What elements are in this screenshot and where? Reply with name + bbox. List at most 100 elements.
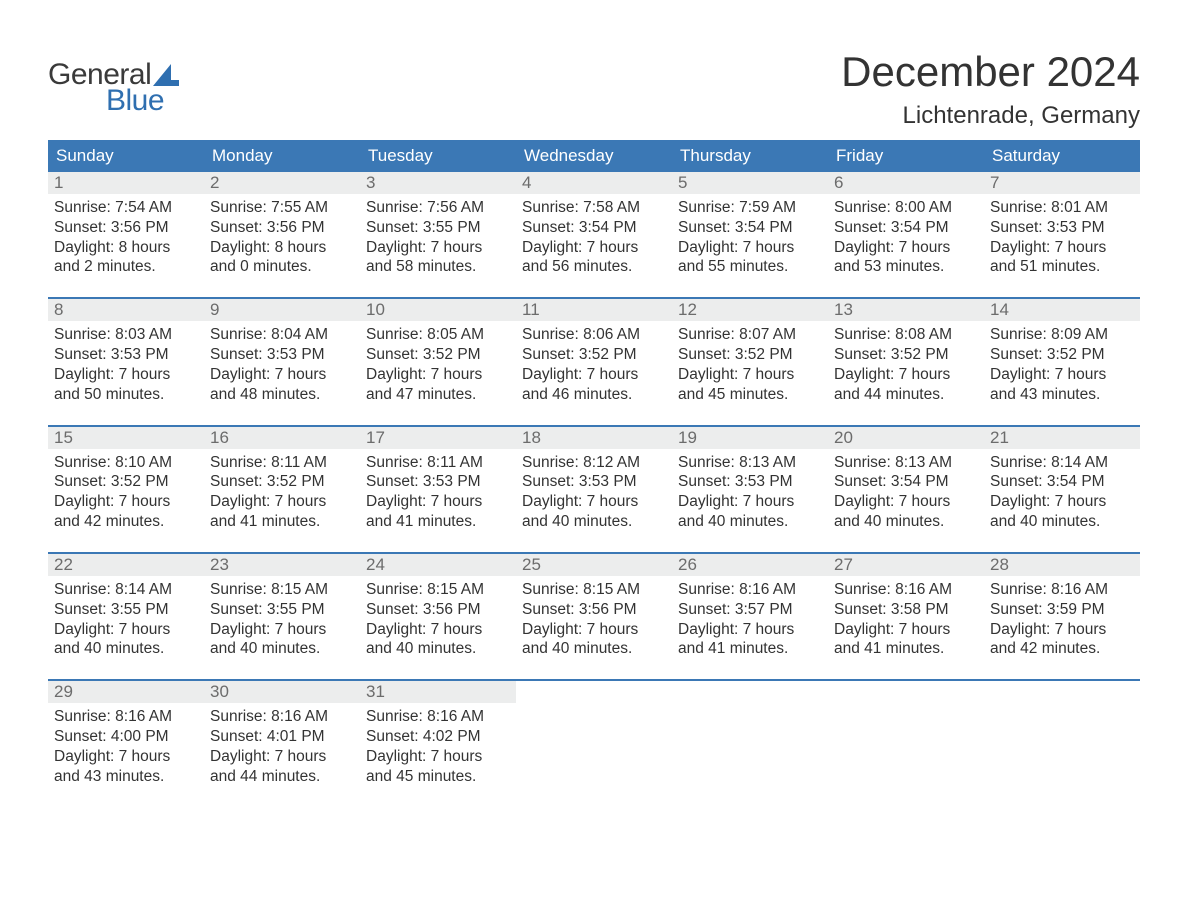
calendar-cell: 30Sunrise: 8:16 AMSunset: 4:01 PMDayligh…	[204, 681, 360, 792]
weekday-header: Friday	[828, 140, 984, 172]
sunset-text: Sunset: 3:54 PM	[678, 218, 822, 238]
daylight-line2: and 48 minutes.	[210, 385, 354, 405]
calendar-cell: 3Sunrise: 7:56 AMSunset: 3:55 PMDaylight…	[360, 172, 516, 283]
sunset-text: Sunset: 3:54 PM	[834, 472, 978, 492]
sunset-text: Sunset: 3:53 PM	[54, 345, 198, 365]
daylight-line1: Daylight: 7 hours	[210, 365, 354, 385]
calendar-cell: 18Sunrise: 8:12 AMSunset: 3:53 PMDayligh…	[516, 427, 672, 538]
sunrise-text: Sunrise: 7:58 AM	[522, 198, 666, 218]
day-number: 28	[984, 554, 1140, 576]
location-label: Lichtenrade, Germany	[841, 102, 1140, 130]
sunrise-text: Sunrise: 8:07 AM	[678, 325, 822, 345]
daylight-line1: Daylight: 7 hours	[678, 492, 822, 512]
daylight-line1: Daylight: 7 hours	[54, 620, 198, 640]
sunset-text: Sunset: 3:53 PM	[210, 345, 354, 365]
header: General Blue December 2024 Lichtenrade, …	[48, 30, 1140, 130]
sunset-text: Sunset: 3:53 PM	[678, 472, 822, 492]
day-number: 7	[984, 172, 1140, 194]
sunrise-text: Sunrise: 8:15 AM	[210, 580, 354, 600]
daylight-line1: Daylight: 7 hours	[990, 620, 1134, 640]
sunrise-text: Sunrise: 7:54 AM	[54, 198, 198, 218]
calendar-cell: 29Sunrise: 8:16 AMSunset: 4:00 PMDayligh…	[48, 681, 204, 792]
daylight-line2: and 40 minutes.	[54, 639, 198, 659]
daylight-line2: and 43 minutes.	[990, 385, 1134, 405]
daylight-line2: and 58 minutes.	[366, 257, 510, 277]
daylight-line2: and 45 minutes.	[678, 385, 822, 405]
weekday-header: Wednesday	[516, 140, 672, 172]
daylight-line2: and 44 minutes.	[210, 767, 354, 787]
calendar-cell: 24Sunrise: 8:15 AMSunset: 3:56 PMDayligh…	[360, 554, 516, 665]
logo: General Blue	[48, 58, 179, 118]
sunset-text: Sunset: 3:52 PM	[678, 345, 822, 365]
title-block: December 2024 Lichtenrade, Germany	[841, 30, 1140, 130]
calendar-cell: 15Sunrise: 8:10 AMSunset: 3:52 PMDayligh…	[48, 427, 204, 538]
cell-body: Sunrise: 8:14 AMSunset: 3:54 PMDaylight:…	[984, 449, 1140, 538]
calendar-cell: 21Sunrise: 8:14 AMSunset: 3:54 PMDayligh…	[984, 427, 1140, 538]
weekday-header: Saturday	[984, 140, 1140, 172]
calendar-cell: 9 Sunrise: 8:04 AMSunset: 3:53 PMDaylight…	[204, 299, 360, 410]
cell-body: Sunrise: 8:16 AMSunset: 4:01 PMDaylight:…	[204, 703, 360, 792]
daylight-line1: Daylight: 7 hours	[990, 492, 1134, 512]
calendar-cell: 25Sunrise: 8:15 AMSunset: 3:56 PMDayligh…	[516, 554, 672, 665]
daylight-line1: Daylight: 7 hours	[210, 620, 354, 640]
cell-body: Sunrise: 8:15 AMSunset: 3:56 PMDaylight:…	[516, 576, 672, 665]
daylight-line1: Daylight: 7 hours	[210, 492, 354, 512]
week-row: 22Sunrise: 8:14 AMSunset: 3:55 PMDayligh…	[48, 552, 1140, 665]
day-number: 21	[984, 427, 1140, 449]
day-number: 27	[828, 554, 984, 576]
sunset-text: Sunset: 3:56 PM	[366, 600, 510, 620]
day-number: 19	[672, 427, 828, 449]
sunset-text: Sunset: 3:56 PM	[210, 218, 354, 238]
daylight-line2: and 41 minutes.	[210, 512, 354, 532]
calendar-cell	[984, 681, 1140, 792]
daylight-line2: and 40 minutes.	[522, 639, 666, 659]
daylight-line2: and 41 minutes.	[678, 639, 822, 659]
sunrise-text: Sunrise: 7:59 AM	[678, 198, 822, 218]
sunset-text: Sunset: 3:55 PM	[54, 600, 198, 620]
day-number: 22	[48, 554, 204, 576]
calendar-cell	[828, 681, 984, 792]
sunrise-text: Sunrise: 8:10 AM	[54, 453, 198, 473]
cell-body: Sunrise: 7:56 AMSunset: 3:55 PMDaylight:…	[360, 194, 516, 283]
daylight-line2: and 2 minutes.	[54, 257, 198, 277]
week-row: 15Sunrise: 8:10 AMSunset: 3:52 PMDayligh…	[48, 425, 1140, 538]
day-number: 9	[204, 299, 360, 321]
daylight-line1: Daylight: 7 hours	[834, 365, 978, 385]
calendar-cell: 5Sunrise: 7:59 AMSunset: 3:54 PMDaylight…	[672, 172, 828, 283]
sunrise-text: Sunrise: 8:03 AM	[54, 325, 198, 345]
daylight-line2: and 53 minutes.	[834, 257, 978, 277]
sunset-text: Sunset: 3:55 PM	[366, 218, 510, 238]
daylight-line2: and 43 minutes.	[54, 767, 198, 787]
sunrise-text: Sunrise: 8:16 AM	[834, 580, 978, 600]
daylight-line2: and 42 minutes.	[990, 639, 1134, 659]
daylight-line1: Daylight: 7 hours	[834, 492, 978, 512]
daylight-line2: and 40 minutes.	[210, 639, 354, 659]
cell-body: Sunrise: 7:55 AMSunset: 3:56 PMDaylight:…	[204, 194, 360, 283]
sunrise-text: Sunrise: 8:16 AM	[990, 580, 1134, 600]
calendar-cell: 28Sunrise: 8:16 AMSunset: 3:59 PMDayligh…	[984, 554, 1140, 665]
sunset-text: Sunset: 3:53 PM	[990, 218, 1134, 238]
cell-body: Sunrise: 8:11 AMSunset: 3:53 PMDaylight:…	[360, 449, 516, 538]
sunset-text: Sunset: 3:57 PM	[678, 600, 822, 620]
daylight-line2: and 56 minutes.	[522, 257, 666, 277]
calendar-cell: 31Sunrise: 8:16 AMSunset: 4:02 PMDayligh…	[360, 681, 516, 792]
daylight-line1: Daylight: 7 hours	[834, 620, 978, 640]
daylight-line1: Daylight: 7 hours	[366, 238, 510, 258]
calendar-cell: 26Sunrise: 8:16 AMSunset: 3:57 PMDayligh…	[672, 554, 828, 665]
week-row: 8Sunrise: 8:03 AMSunset: 3:53 PMDaylight…	[48, 297, 1140, 410]
calendar-cell: 19Sunrise: 8:13 AMSunset: 3:53 PMDayligh…	[672, 427, 828, 538]
calendar-cell: 12Sunrise: 8:07 AMSunset: 3:52 PMDayligh…	[672, 299, 828, 410]
cell-body: Sunrise: 8:16 AMSunset: 4:00 PMDaylight:…	[48, 703, 204, 792]
day-number: 3	[360, 172, 516, 194]
cell-body: Sunrise: 8:00 AMSunset: 3:54 PMDaylight:…	[828, 194, 984, 283]
sunrise-text: Sunrise: 8:14 AM	[54, 580, 198, 600]
day-number: 13	[828, 299, 984, 321]
sunrise-text: Sunrise: 8:04 AM	[210, 325, 354, 345]
calendar-cell: 13Sunrise: 8:08 AMSunset: 3:52 PMDayligh…	[828, 299, 984, 410]
cell-body: Sunrise: 8:14 AMSunset: 3:55 PMDaylight:…	[48, 576, 204, 665]
week-row: 29Sunrise: 8:16 AMSunset: 4:00 PMDayligh…	[48, 679, 1140, 792]
daylight-line1: Daylight: 7 hours	[54, 492, 198, 512]
sunrise-text: Sunrise: 7:56 AM	[366, 198, 510, 218]
sunrise-text: Sunrise: 8:13 AM	[834, 453, 978, 473]
calendar-cell: 17Sunrise: 8:11 AMSunset: 3:53 PMDayligh…	[360, 427, 516, 538]
